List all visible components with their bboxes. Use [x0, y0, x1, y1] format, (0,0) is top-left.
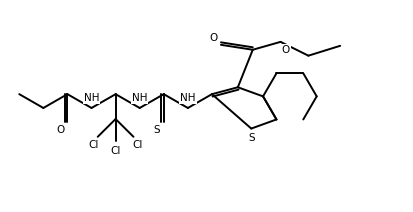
- Text: Cl: Cl: [132, 140, 142, 150]
- Text: NH: NH: [180, 93, 196, 103]
- Text: S: S: [154, 125, 160, 135]
- Text: NH: NH: [84, 93, 99, 103]
- Text: Cl: Cl: [88, 140, 99, 150]
- Text: Cl: Cl: [110, 146, 121, 156]
- Text: O: O: [56, 125, 64, 135]
- Text: O: O: [281, 45, 290, 55]
- Text: O: O: [209, 33, 217, 43]
- Text: S: S: [248, 133, 254, 144]
- Text: NH: NH: [132, 93, 147, 103]
